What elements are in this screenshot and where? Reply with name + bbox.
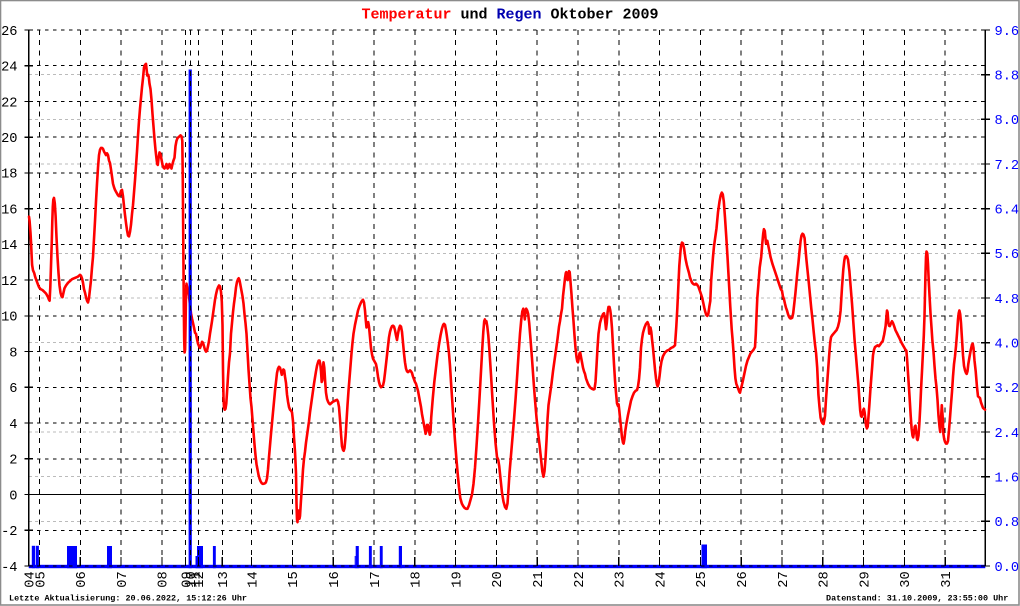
svg-text:27: 27: [777, 571, 792, 587]
svg-text:20: 20: [491, 571, 506, 587]
svg-text:18: 18: [410, 571, 425, 587]
svg-text:19: 19: [450, 571, 465, 587]
svg-text:10: 10: [1, 311, 17, 326]
svg-text:8.0: 8.0: [995, 114, 1020, 129]
svg-text:15: 15: [287, 571, 302, 587]
svg-text:28: 28: [818, 571, 833, 587]
svg-text:8.8: 8.8: [995, 69, 1020, 84]
svg-text:18: 18: [1, 168, 17, 183]
svg-text:8: 8: [9, 346, 17, 361]
svg-text:10: 10: [185, 571, 200, 587]
svg-text:9.6: 9.6: [995, 25, 1020, 40]
svg-text:17: 17: [369, 571, 384, 587]
svg-text:4.0: 4.0: [995, 337, 1020, 352]
svg-text:-4: -4: [1, 561, 17, 576]
svg-text:Datenstand: 31.10.2009, 23:55:: Datenstand: 31.10.2009, 23:55:00 Uhr: [826, 594, 1008, 604]
svg-text:2: 2: [9, 454, 17, 469]
svg-text:4: 4: [9, 418, 17, 433]
svg-text:04: 04: [24, 571, 39, 587]
svg-text:24: 24: [654, 571, 669, 587]
svg-text:3.2: 3.2: [995, 382, 1020, 397]
svg-text:24: 24: [1, 61, 17, 76]
svg-text:26: 26: [1, 25, 17, 40]
svg-text:1.6: 1.6: [995, 471, 1020, 486]
svg-text:29: 29: [858, 571, 873, 587]
svg-text:16: 16: [1, 203, 17, 218]
svg-text:06: 06: [75, 571, 90, 587]
svg-text:6: 6: [9, 382, 17, 397]
svg-text:2.4: 2.4: [995, 427, 1020, 442]
svg-text:16: 16: [328, 571, 343, 587]
svg-text:22: 22: [573, 571, 588, 587]
svg-text:30: 30: [899, 571, 914, 587]
svg-text:0.0: 0.0: [995, 561, 1020, 576]
svg-text:5.6: 5.6: [995, 248, 1020, 263]
svg-text:05: 05: [34, 571, 49, 587]
svg-text:Temperatur und Regen Oktober 2: Temperatur und Regen Oktober 2009: [361, 6, 658, 23]
svg-text:14: 14: [246, 571, 261, 587]
svg-text:12: 12: [1, 275, 17, 290]
svg-text:6.4: 6.4: [995, 203, 1020, 218]
svg-text:14: 14: [1, 239, 17, 254]
svg-text:20: 20: [1, 132, 17, 147]
svg-text:26: 26: [736, 571, 751, 587]
svg-text:23: 23: [614, 571, 629, 587]
svg-text:07: 07: [116, 571, 131, 587]
svg-text:12: 12: [193, 571, 208, 587]
svg-text:13: 13: [217, 571, 232, 587]
svg-text:4.8: 4.8: [995, 293, 1020, 308]
svg-text:25: 25: [695, 571, 710, 587]
svg-text:-2: -2: [1, 525, 17, 540]
svg-text:Letzte Aktualisierung: 20.06.2: Letzte Aktualisierung: 20.06.2022, 15:12…: [9, 594, 247, 604]
svg-text:11: 11: [189, 571, 204, 587]
svg-text:0.8: 0.8: [995, 516, 1020, 531]
svg-text:09: 09: [180, 571, 195, 587]
svg-text:31: 31: [940, 571, 955, 587]
svg-text:21: 21: [532, 571, 547, 587]
svg-text:7.2: 7.2: [995, 159, 1020, 174]
svg-text:08: 08: [157, 571, 172, 587]
svg-text:22: 22: [1, 96, 17, 111]
svg-text:0: 0: [9, 489, 17, 504]
